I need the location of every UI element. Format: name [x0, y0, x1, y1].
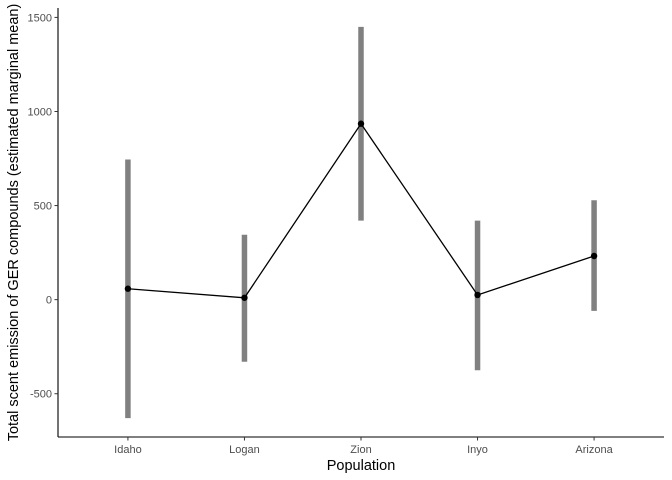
data-point — [241, 294, 248, 301]
y-tick-label: 500 — [34, 201, 52, 213]
y-axis-title: Total scent emission of GER compounds (e… — [6, 4, 22, 442]
y-tick-label: -500 — [30, 389, 52, 401]
x-tick-label: Zion — [350, 444, 371, 456]
x-ticks: Idaho Logan Zion Inyo Arizona — [114, 437, 614, 456]
x-tick-label: Inyo — [467, 444, 488, 456]
series-group — [124, 120, 598, 301]
data-point — [590, 252, 598, 260]
x-tick-label: Arizona — [575, 444, 613, 456]
y-tick-label: 1500 — [28, 12, 52, 24]
error-bars — [125, 26, 597, 419]
y-tick-label: 1000 — [28, 106, 52, 118]
y-tick-label: 0 — [46, 295, 52, 307]
data-point — [474, 291, 481, 299]
y-ticks: -500 0 500 1000 1500 — [28, 12, 58, 401]
x-tick-label: Logan — [229, 444, 260, 456]
x-axis-title: Population — [327, 458, 396, 474]
x-tick-label: Idaho — [114, 444, 142, 456]
data-point — [357, 120, 365, 127]
data-point — [124, 285, 132, 292]
